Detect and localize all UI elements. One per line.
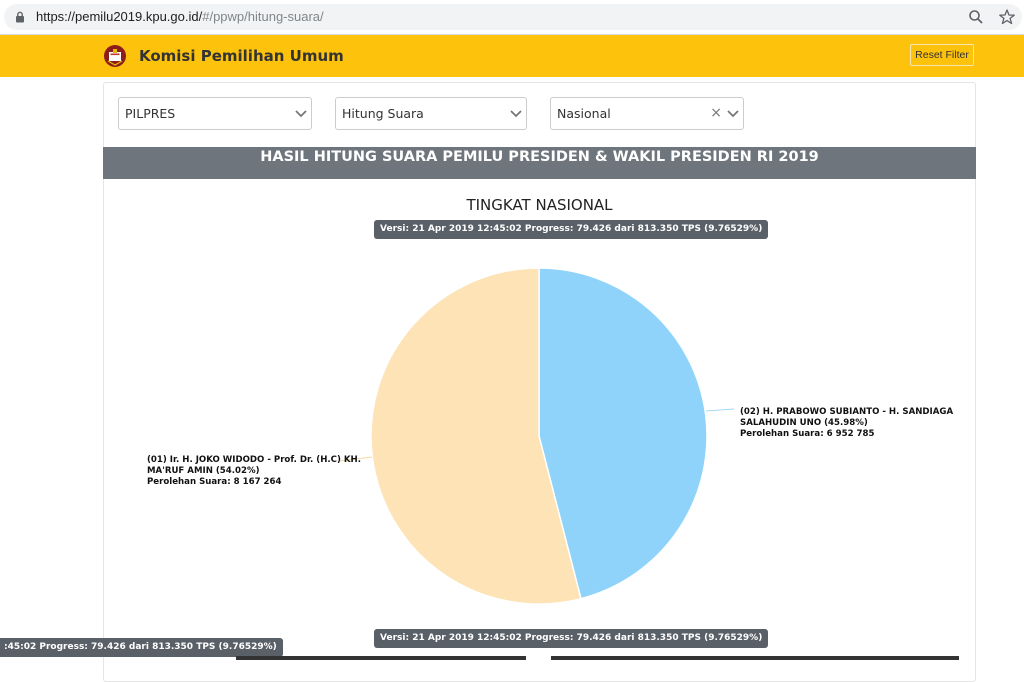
mode-select[interactable]: Hitung Suara xyxy=(335,97,527,130)
pie-label-prabowo-votes: Perolehan Suara: 6 952 785 xyxy=(740,429,875,439)
pie-label-jokowi-line1: (01) Ir. H. JOKO WIDODO - Prof. Dr. (H.C… xyxy=(147,455,361,465)
chevron-down-icon xyxy=(510,110,522,118)
star-icon[interactable] xyxy=(998,8,1016,26)
region-select-value: Nasional xyxy=(557,106,611,121)
pie-label-prabowo-line1: (02) H. PRABOWO SUBIANTO - H. SANDIAGA xyxy=(740,407,954,417)
pie-label-prabowo: (02) H. PRABOWO SUBIANTO - H. SANDIAGA S… xyxy=(740,407,953,440)
url-host: https://pemilu2019.kpu.go.id/ xyxy=(36,9,203,24)
results-banner: HASIL HITUNG SUARA PEMILU PRESIDEN & WAK… xyxy=(103,147,976,179)
election-select[interactable]: PILPRES xyxy=(118,97,312,130)
chevron-down-icon xyxy=(295,110,307,118)
url-field[interactable]: https://pemilu2019.kpu.go.id/#/ppwp/hitu… xyxy=(4,4,1022,30)
chart-title: TINGKAT NASIONAL xyxy=(466,196,613,214)
kpu-logo xyxy=(104,45,126,67)
mode-select-value: Hitung Suara xyxy=(342,106,424,121)
zoom-icon[interactable] xyxy=(968,9,984,25)
pie-label-jokowi-votes: Perolehan Suara: 8 167 264 xyxy=(147,477,282,487)
chevron-down-icon xyxy=(727,110,739,118)
table-header-strip-left xyxy=(236,656,526,660)
url-path: #/ppwp/hitung-suara/ xyxy=(202,9,324,24)
version-tooltip-top: Versi: 21 Apr 2019 12:45:02 Progress: 79… xyxy=(374,220,769,239)
election-select-value: PILPRES xyxy=(125,106,176,121)
browser-address-bar: https://pemilu2019.kpu.go.id/#/ppwp/hitu… xyxy=(0,0,1024,35)
site-header: Komisi Pemilihan Umum Reset Filter xyxy=(0,35,1024,77)
lock-icon xyxy=(16,11,24,23)
table-header-strip-right xyxy=(551,656,959,660)
pie-label-jokowi-line2: MA'RUF AMIN (54.02%) xyxy=(147,466,260,476)
pie-label-prabowo-line2: SALAHUDIN UNO (45.98%) xyxy=(740,418,868,428)
url-text: https://pemilu2019.kpu.go.id/#/ppwp/hitu… xyxy=(36,9,324,24)
brand-title[interactable]: Komisi Pemilihan Umum xyxy=(139,47,344,65)
version-tooltip-floating: :45:02 Progress: 79.426 dari 813.350 TPS… xyxy=(0,638,283,657)
version-tooltip-bottom: Versi: 21 Apr 2019 12:45:02 Progress: 79… xyxy=(374,629,769,648)
reset-filter-button[interactable]: Reset Filter xyxy=(910,44,974,66)
region-select[interactable]: Nasional × xyxy=(550,97,744,130)
pie-label-jokowi: (01) Ir. H. JOKO WIDODO - Prof. Dr. (H.C… xyxy=(147,455,361,488)
clear-icon[interactable]: × xyxy=(710,105,722,121)
